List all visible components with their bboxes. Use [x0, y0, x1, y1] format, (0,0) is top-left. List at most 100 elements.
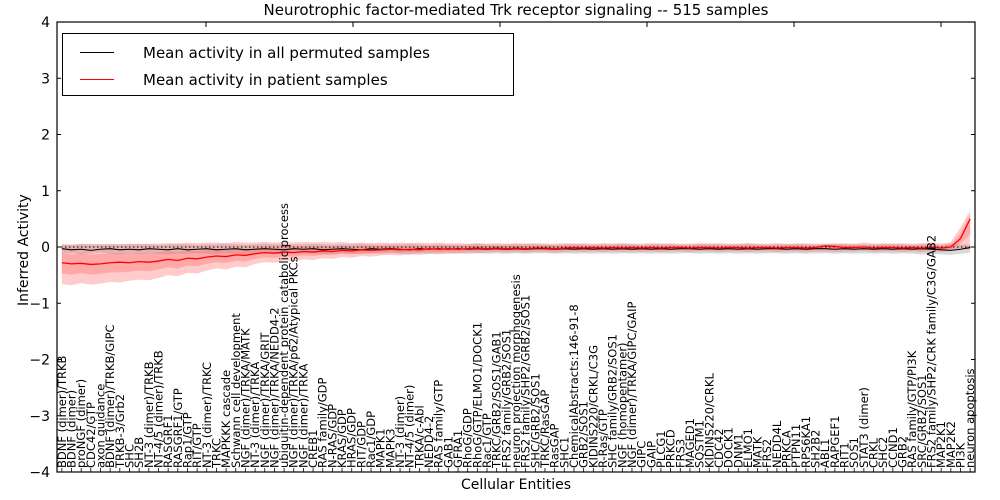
x-tick-label: TRKB-3/Grb2 — [113, 394, 127, 469]
x-tick-label: MATK — [751, 436, 765, 468]
legend-label: Mean activity in all permuted samples — [143, 43, 430, 62]
x-tick-label: FRS2 family/GRB2/SOS1 — [499, 329, 513, 468]
x-tick-label: neuron apoptosis — [963, 368, 977, 468]
x-tick-label: PRKCA — [780, 430, 794, 468]
x-tick-label: GAIP — [644, 441, 658, 468]
x-tick-label: SQSTM1 — [693, 420, 707, 468]
x-tick-label: RASGRF1/GTP — [171, 388, 185, 468]
x-tick-label: ELMO1 — [741, 428, 755, 468]
x-tick-label: FRS2 family/SHP2/CRK family/C3G/GAB2 — [925, 235, 939, 468]
x-tick-label: SH2B — [132, 437, 146, 468]
y-axis-title: Inferred Activity — [16, 194, 32, 306]
band-inner-1 — [61, 214, 971, 275]
x-tick-label: Rap1/GTP — [180, 412, 194, 468]
x-tick-label: NGF (homopentamer) — [615, 342, 629, 468]
y-tick-label: −3 — [29, 409, 50, 425]
x-tick-label: NGF (dimer)/TRKA/GIPC/GAIP — [625, 301, 639, 468]
x-tick-label: NT-3 (dimer)/TRKA — [248, 362, 262, 468]
x-tick-label: NT-3 (dimer)/TRKC — [200, 362, 214, 468]
x-tick-label: MAPK1 — [374, 428, 388, 468]
x-tick-label: STAT3 (dimer) — [857, 387, 871, 468]
x-tick-label: RASGRF1 — [161, 414, 175, 468]
x-tick-label: N-RAS/GDP — [325, 404, 339, 468]
y-tick-label: 3 — [41, 71, 50, 87]
legend-item: Mean activity in all permuted samples — [63, 39, 513, 66]
x-tick-label: RhoG/GTP/ELMO1/DOCK1 — [470, 322, 484, 468]
x-tick-label: TRKC — [209, 438, 223, 469]
x-tick-label: RPS6KA1 — [799, 416, 813, 468]
x-tick-label: GRB2/SOS1 — [577, 401, 591, 468]
x-tick-label: CREB1 — [306, 430, 320, 469]
x-tick-label: CDC42 — [712, 428, 726, 468]
x-tick-label: NGF (dimer)/TRKA — [296, 364, 310, 468]
x-tick-label: SOS1 — [847, 437, 861, 468]
x-tick-label: ABL1 — [818, 439, 832, 468]
x-tick-label: TRKA/c-Abl — [412, 405, 426, 469]
y-tick-label: −2 — [29, 353, 50, 369]
x-tick-label: GIPC — [635, 441, 649, 468]
x-tick-label: DOCK1 — [722, 427, 736, 468]
x-tick-label: SHC1 — [557, 437, 571, 468]
legend-line-swatch — [80, 79, 114, 80]
x-tick-label: Schwann cell development — [229, 313, 243, 468]
x-tick-label: FRS3 — [673, 439, 687, 468]
x-tick-label: SRC/GRB2/SOS1 — [915, 374, 929, 468]
y-tick-label: 0 — [41, 240, 50, 256]
x-tick-label: NT-4/5 (dimer)/TRKB — [151, 350, 165, 468]
x-tick-label: MAPK3 — [383, 428, 397, 468]
x-tick-label: MAPKKK cascade — [219, 370, 233, 468]
x-tick-label: neuron projection morphogenesis — [509, 274, 523, 468]
y-tick-label: −1 — [29, 296, 50, 312]
x-tick-label: NEDD4-2 — [422, 416, 436, 468]
x-tick-label: RAS family/GTP/PI3K — [905, 350, 919, 468]
x-tick-label: KRAS/GDP — [335, 409, 349, 468]
x-tick-label: MAGED1 — [683, 418, 697, 468]
x-tick-label: GFRA1 — [451, 430, 465, 468]
x-tick-label: FRS2 — [760, 439, 774, 468]
x-tick-label: GRB2 — [896, 436, 910, 468]
x-tick-label: NGF (dimer)/TRKA/NEDD4-2 — [267, 307, 281, 468]
x-tick-label: Rac1/GDP — [364, 411, 378, 468]
x-tick-label: SHC/GRB2/SOS1 — [528, 373, 542, 468]
x-tick-label: PTPN11 — [789, 424, 803, 468]
chart-title: Neurotrophic factor-mediated Trk recepto… — [263, 1, 769, 19]
x-tick-label: TRKC/RasGAP — [538, 390, 552, 469]
x-tick-label: RIT1 — [838, 442, 852, 468]
x-tick-label: SHC family/GRB2/SOS1 — [606, 334, 620, 468]
x-tick-label: NEDD4L — [770, 420, 784, 468]
x-tick-label: MAP2K2 — [944, 421, 958, 468]
legend-line-swatch — [80, 52, 114, 53]
x-tick-label: RAS family/GTP — [432, 380, 446, 468]
x-tick-label: FRS2 family/SHP2/GRB2/SOS1 — [519, 295, 533, 468]
y-tick-label: 1 — [41, 184, 50, 200]
x-tick-label: PRKCD — [664, 429, 678, 468]
x-tick-label: RAS family/GDP — [316, 378, 330, 468]
x-tick-label: NGF (dimer)/TRKA/p62/Atypical PKCs — [287, 256, 301, 468]
series-line-1 — [61, 218, 971, 266]
y-tick-label: −4 — [29, 465, 50, 481]
x-tick-label: CDC42/GTP — [84, 402, 98, 468]
x-tick-label: SHC2 — [876, 437, 890, 468]
x-tick-label: RasGAP — [548, 423, 562, 468]
x-tick-label: R-Ras/GTP — [596, 409, 610, 468]
x-tick-label: BDNF (dimer)/TRKB/GIPC — [103, 324, 117, 468]
x-tick-label: SHC — [122, 444, 136, 468]
x-tick-label: RIT/GDP — [354, 421, 368, 468]
x-tick-label: GAB1 — [441, 436, 455, 468]
x-tick-label: axon guidance — [93, 384, 107, 468]
x-tick-label: NT-4/5 (dimer) — [403, 385, 417, 468]
x-tick-label: BDNF (dimer) — [64, 390, 78, 468]
legend-item: Mean activity in patient samples — [63, 66, 513, 93]
x-tick-label: RAPGEF1 — [828, 416, 842, 468]
x-tick-label: CRKL — [867, 437, 881, 468]
legend: Mean activity in all permuted samples Mea… — [62, 33, 514, 96]
x-tick-label: RhoG/GDP — [461, 408, 475, 468]
legend-label: Mean activity in patient samples — [143, 70, 388, 89]
y-tick-label: 2 — [41, 128, 50, 144]
x-tick-label: NT-3 (dimer)/TRKB — [142, 361, 156, 468]
x-tick-label: RIT/GTP — [190, 423, 204, 468]
x-tick-label: ubiquitin-dependent protein catabolic pr… — [277, 203, 291, 468]
x-tick-label: CCND1 — [886, 427, 900, 468]
